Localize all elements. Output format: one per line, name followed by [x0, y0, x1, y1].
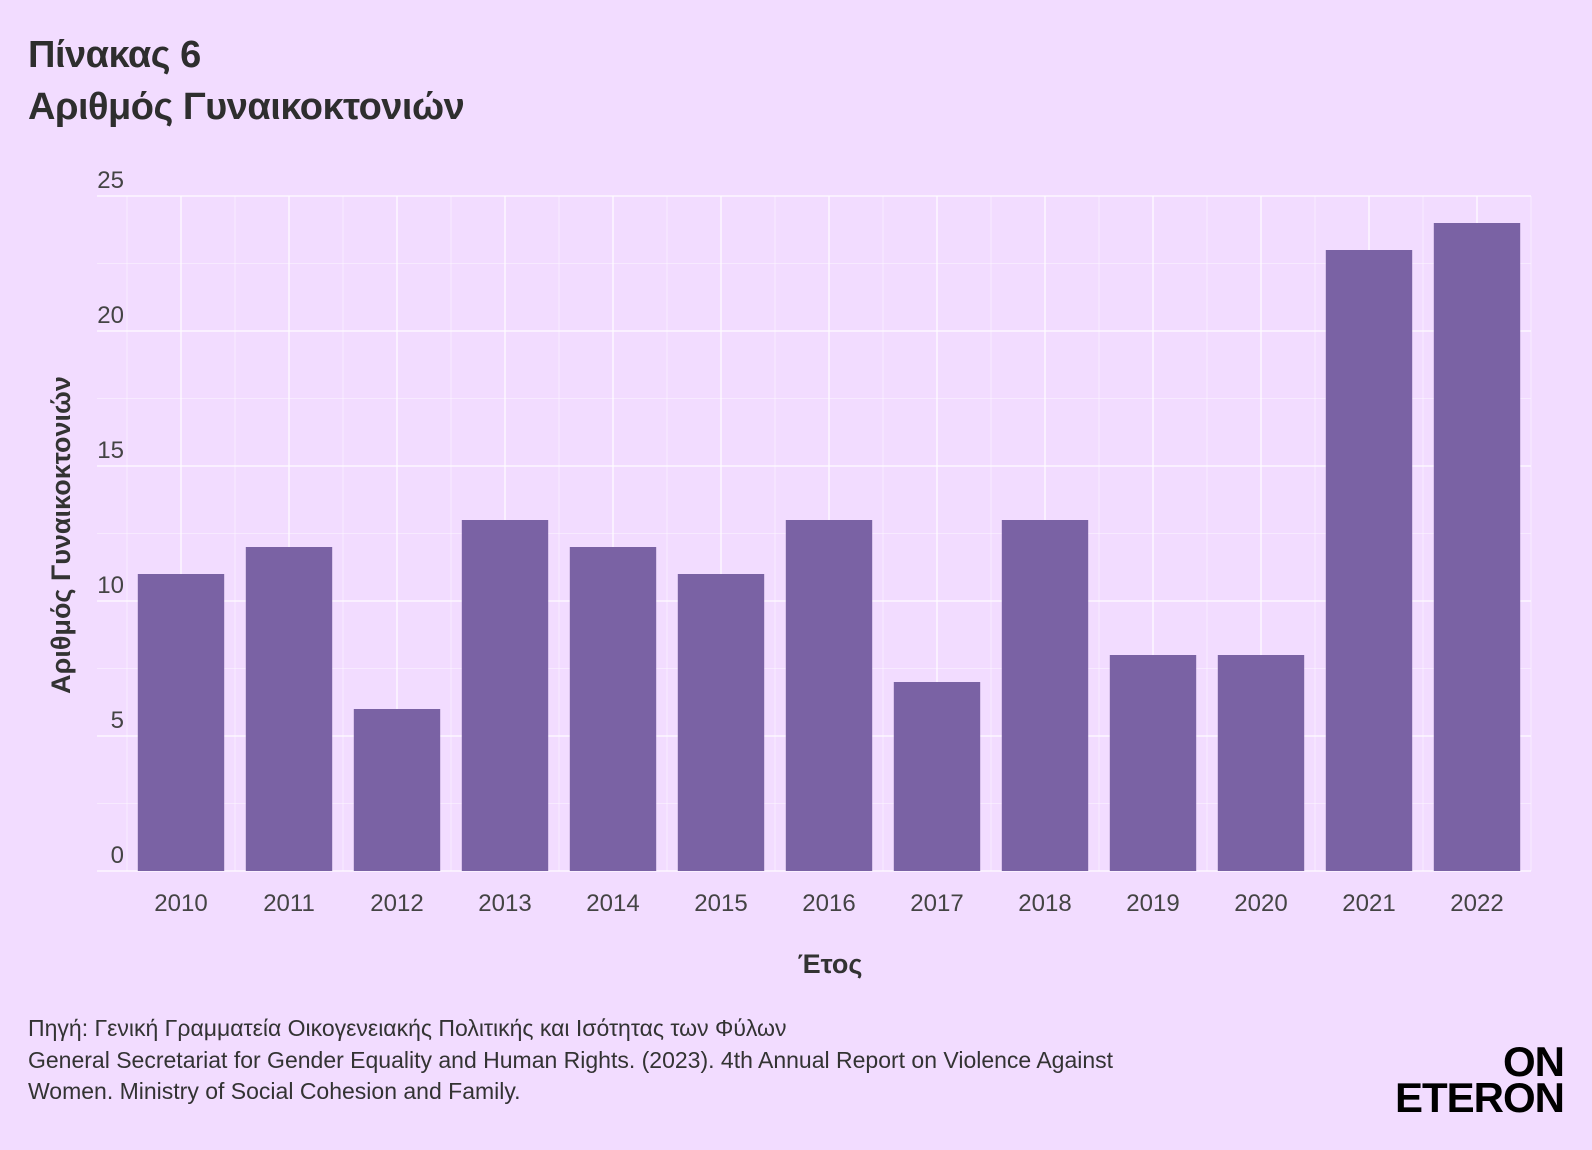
x-tick-label: 2011 [263, 890, 315, 917]
y-tick-label: 10 [97, 572, 124, 599]
x-tick-label: 2017 [910, 890, 963, 917]
x-tick-label: 2021 [1342, 890, 1395, 917]
x-tick-label: 2014 [586, 890, 639, 917]
source-line-greek: Πηγή: Γενική Γραμματεία Οικογενειακής Πο… [28, 1015, 787, 1041]
bar-2013 [461, 520, 549, 871]
bar-2014 [569, 547, 657, 871]
bar-2019 [1109, 655, 1197, 871]
x-tick-label: 2022 [1450, 890, 1503, 917]
bar-2021 [1325, 250, 1413, 871]
x-tick-label: 2010 [154, 890, 207, 917]
x-tick-label: 2016 [802, 890, 855, 917]
y-tick-label: 25 [97, 167, 124, 194]
bar-2012 [353, 709, 441, 871]
eteron-logo: ON ETERON [1394, 1038, 1565, 1121]
x-tick-label: 2013 [478, 890, 531, 917]
bar-2018 [1001, 520, 1089, 871]
chart-title-line2: Αριθμός Γυναικοκτονιών [28, 86, 465, 128]
x-tick-label: 2020 [1234, 890, 1287, 917]
source-line-citation: General Secretariat for Gender Equality … [28, 1046, 1114, 1073]
bar-2017 [893, 682, 981, 871]
bar-2020 [1217, 655, 1305, 871]
chart-title-line1: Πίνακας 6 [28, 34, 201, 76]
bars [137, 223, 1521, 871]
x-tick-label: 2018 [1018, 890, 1071, 917]
bar-2010 [137, 574, 225, 871]
x-tick-label: 2012 [370, 890, 423, 917]
x-tick-label: 2019 [1126, 890, 1179, 917]
y-tick-label: 15 [97, 437, 124, 464]
x-axis-title: Έτος [798, 949, 863, 979]
source-note: Πηγή: Γενική Γραμματεία Οικογενειακής Πο… [28, 1013, 1113, 1108]
bar-2022 [1433, 223, 1521, 871]
y-tick-label: 0 [111, 842, 124, 869]
bar-2016 [785, 520, 873, 871]
logo-line-on: ON [1503, 1038, 1565, 1085]
bar-2015 [677, 574, 765, 871]
y-tick-label: 20 [97, 302, 124, 329]
y-tick-label: 5 [111, 707, 124, 734]
x-tick-label: 2015 [694, 890, 747, 917]
logo-line-eteron: ETERON [1394, 1074, 1565, 1121]
source-line-publisher: Women. Ministry of Social Cohesion and F… [28, 1078, 521, 1104]
x-axis-ticks: 2010 2011 2012 2013 2014 2015 2016 2017 2018 2019… [154, 890, 1503, 917]
y-axis-title: Αριθμός Γυναικοκτονιών [46, 376, 76, 694]
y-axis-ticks: 0 5 10 15 20 25 [97, 167, 124, 869]
bar-2011 [245, 547, 333, 871]
